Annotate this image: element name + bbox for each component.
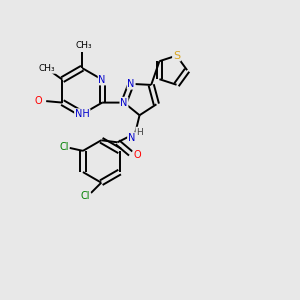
Text: N: N <box>128 79 135 89</box>
Text: NH: NH <box>75 109 90 119</box>
Text: N: N <box>128 133 135 143</box>
Text: N: N <box>120 98 128 108</box>
Text: CH₃: CH₃ <box>75 41 92 50</box>
Text: Cl: Cl <box>80 191 90 201</box>
Text: H: H <box>136 128 143 136</box>
Text: O: O <box>134 150 141 160</box>
Text: Cl: Cl <box>59 142 68 152</box>
Text: N: N <box>98 75 106 85</box>
Text: O: O <box>34 96 42 106</box>
Text: CH₃: CH₃ <box>39 64 56 73</box>
Text: S: S <box>173 51 180 61</box>
